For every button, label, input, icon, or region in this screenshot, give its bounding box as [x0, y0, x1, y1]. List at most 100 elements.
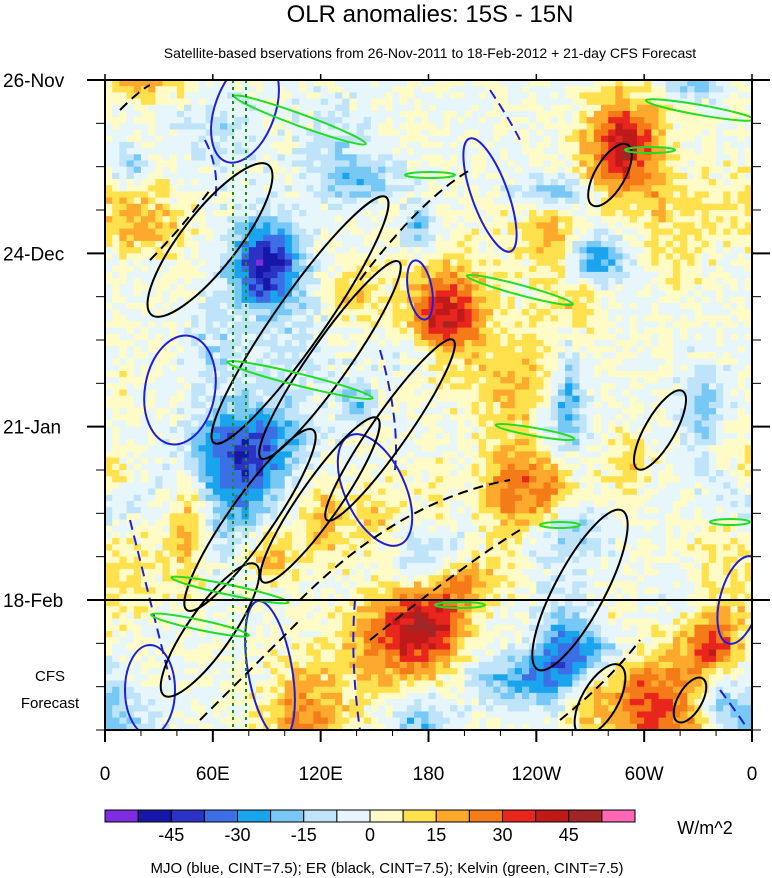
heatmap-cell — [608, 364, 617, 372]
heatmap-cell — [155, 290, 164, 298]
heatmap-cell — [557, 80, 566, 87]
heatmap-cell — [270, 240, 279, 248]
heatmap-cell — [148, 247, 156, 254]
heatmap-cell — [672, 377, 681, 384]
heatmap-cell — [291, 401, 300, 409]
heatmap-cell — [500, 408, 509, 415]
heatmap-cell — [442, 401, 451, 409]
heatmap-cell — [557, 129, 566, 137]
heatmap-cell — [572, 160, 581, 168]
heatmap-cell — [435, 271, 444, 279]
heatmap-cell — [140, 247, 149, 254]
heatmap-cell — [644, 216, 652, 223]
heatmap-cell — [335, 117, 343, 124]
heatmap-cell — [421, 160, 430, 168]
heatmap-cell — [162, 408, 171, 415]
heatmap-cell — [306, 240, 315, 248]
heatmap-cell — [529, 265, 537, 273]
heatmap-cell — [270, 284, 279, 292]
heatmap-cell — [255, 278, 264, 285]
heatmap-cell — [672, 265, 681, 273]
heatmap-cell — [672, 179, 681, 186]
heatmap-cell — [263, 296, 271, 304]
heatmap-cell — [198, 148, 207, 155]
heatmap-cell — [191, 259, 200, 267]
heatmap-cell — [658, 154, 667, 162]
heatmap-cell — [579, 154, 588, 162]
heatmap-cell — [723, 172, 732, 180]
heatmap-cell — [191, 117, 200, 124]
heatmap-cell — [327, 284, 336, 292]
heatmap-cell — [205, 228, 214, 236]
heatmap-cell — [356, 240, 365, 248]
heatmap-cell — [428, 86, 437, 93]
heatmap-cell — [126, 104, 135, 112]
heatmap-cell — [658, 240, 667, 248]
heatmap-cell — [716, 80, 724, 87]
heatmap-cell — [450, 197, 458, 205]
heatmap-cell — [162, 278, 171, 285]
heatmap-cell — [471, 228, 480, 236]
heatmap-cell — [335, 340, 343, 347]
heatmap-cell — [291, 296, 300, 304]
heatmap-cell — [651, 377, 660, 384]
heatmap-cell — [744, 197, 752, 205]
heatmap-cell — [723, 414, 732, 422]
heatmap-cell — [327, 191, 336, 199]
heatmap-cell — [586, 290, 595, 298]
heatmap-cell — [191, 296, 200, 304]
heatmap-cell — [658, 179, 667, 186]
heatmap-cell — [550, 166, 559, 174]
heatmap-cell — [428, 352, 437, 360]
heatmap-cell — [255, 358, 264, 366]
heatmap-cell — [615, 284, 624, 292]
heatmap-cell — [212, 210, 221, 217]
heatmap-cell — [601, 302, 609, 310]
heatmap-cell — [680, 377, 688, 384]
heatmap-cell — [471, 160, 480, 168]
heatmap-cell — [428, 228, 437, 236]
heatmap-cell — [572, 172, 581, 180]
heatmap-cell — [126, 408, 135, 415]
heatmap-cell — [414, 86, 422, 93]
heatmap-cell — [291, 160, 300, 168]
heatmap-cell — [220, 327, 228, 335]
heatmap-cell — [471, 191, 480, 199]
heatmap-cell — [119, 240, 128, 248]
heatmap-cell — [248, 383, 257, 391]
heatmap-cell — [557, 86, 566, 93]
heatmap-cell — [370, 104, 379, 112]
heatmap-cell — [680, 110, 688, 118]
heatmap-cell — [133, 98, 142, 106]
heatmap-cell — [565, 148, 573, 155]
heatmap-cell — [378, 129, 386, 137]
heatmap-cell — [313, 160, 322, 168]
heatmap-cell — [342, 92, 351, 100]
heatmap-cell — [162, 358, 171, 366]
heatmap-cell — [665, 346, 674, 353]
heatmap-cell — [521, 203, 530, 211]
heatmap-cell — [356, 302, 365, 310]
heatmap-cell — [665, 358, 674, 366]
heatmap-cell — [723, 278, 732, 285]
heatmap-cell — [665, 185, 674, 193]
heatmap-cell — [342, 377, 351, 384]
heatmap-cell — [550, 358, 559, 366]
heatmap-cell — [658, 98, 667, 106]
heatmap-cell — [644, 129, 652, 137]
heatmap-cell — [565, 135, 573, 143]
heatmap-cell — [565, 401, 573, 409]
heatmap-cell — [299, 166, 307, 174]
heatmap-cell — [644, 389, 652, 397]
heatmap-cell — [356, 259, 365, 267]
heatmap-cell — [277, 253, 286, 261]
heatmap-cell — [356, 401, 365, 409]
heatmap-cell — [435, 160, 444, 168]
heatmap-cell — [342, 160, 351, 168]
heatmap-cell — [327, 185, 336, 193]
heatmap-cell — [335, 278, 343, 285]
heatmap-cell — [435, 86, 444, 93]
heatmap-cell — [306, 321, 315, 329]
heatmap-cell — [126, 216, 135, 223]
heatmap-cell — [521, 401, 530, 409]
